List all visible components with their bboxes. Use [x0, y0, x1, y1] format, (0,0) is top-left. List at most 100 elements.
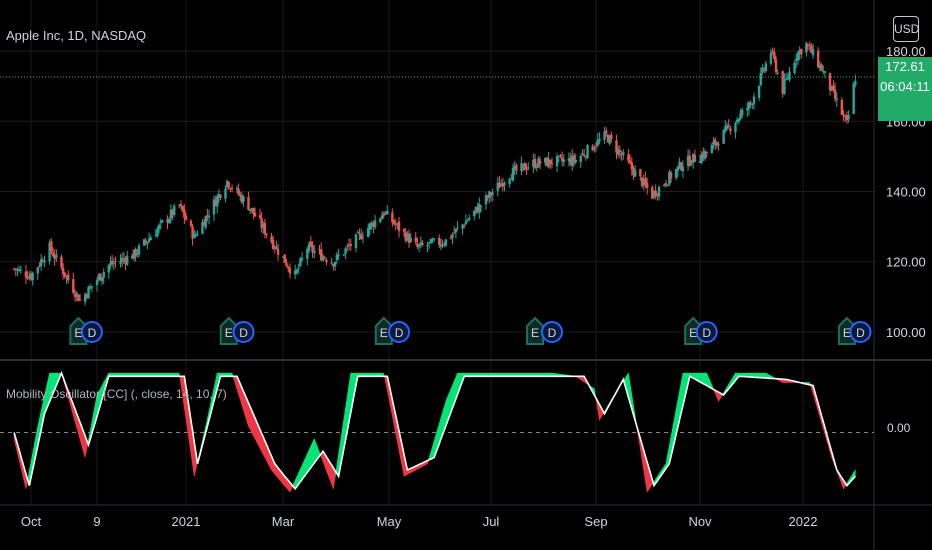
- candle-body: [793, 62, 796, 74]
- candle-body: [14, 268, 17, 271]
- candle-body: [781, 71, 784, 94]
- candle-body: [645, 182, 649, 188]
- candle-body: [216, 196, 219, 207]
- candle-body: [168, 218, 171, 224]
- candle-body: [606, 134, 610, 143]
- candle-body: [724, 126, 727, 131]
- candle-body: [567, 157, 571, 162]
- candle-body: [154, 235, 157, 237]
- candle-body: [429, 239, 433, 244]
- candle-body: [442, 244, 446, 246]
- candle-body: [330, 262, 333, 264]
- candle-body: [19, 269, 23, 271]
- candle-body: [202, 222, 206, 226]
- candle-body: [484, 195, 488, 205]
- candle-body: [50, 241, 53, 252]
- candle-body: [845, 115, 849, 121]
- candle-body: [178, 204, 181, 206]
- candle-body: [159, 221, 163, 223]
- candle-body: [263, 222, 267, 235]
- candle-body: [379, 218, 382, 223]
- candle-body: [270, 236, 273, 243]
- candle-body: [496, 182, 499, 191]
- earnings-marker-icon: [374, 316, 393, 345]
- candle-body: [840, 99, 844, 115]
- oscillator-series: [0, 370, 874, 493]
- event-marker-label: E: [225, 326, 233, 340]
- candle-body: [346, 245, 349, 247]
- candle-body: [501, 183, 505, 187]
- event-marker-label: D: [395, 326, 404, 340]
- candle-body: [100, 277, 104, 282]
- candle-body: [137, 245, 141, 255]
- candle-body: [805, 42, 808, 53]
- candle-body: [594, 146, 598, 148]
- candle-body: [605, 130, 608, 134]
- candle-body: [521, 164, 525, 166]
- candle-body: [651, 187, 654, 199]
- candle-body: [584, 156, 588, 158]
- candle-body: [608, 135, 611, 144]
- candle-body: [196, 234, 199, 236]
- candle-body: [78, 299, 82, 301]
- signal-line: [13, 370, 856, 491]
- candle-body: [828, 73, 832, 91]
- candle-body: [691, 153, 695, 163]
- candle-body: [739, 113, 742, 119]
- candle-body: [616, 148, 620, 155]
- candle-body: [757, 85, 761, 98]
- candle-body: [16, 269, 19, 271]
- candle-body: [146, 242, 149, 245]
- candle-body: [634, 170, 637, 177]
- event-marker-label: D: [548, 326, 557, 340]
- candle-body: [248, 209, 252, 211]
- candle-body: [776, 72, 779, 74]
- candle-body: [219, 195, 222, 198]
- candle-body: [285, 262, 288, 267]
- candle-body: [161, 220, 164, 222]
- candle-body: [823, 71, 827, 73]
- candle-body: [703, 151, 707, 159]
- candle-body: [229, 188, 232, 190]
- candle-body: [419, 242, 422, 246]
- candle-body: [710, 144, 714, 154]
- candle-body: [680, 162, 683, 171]
- candle-body: [287, 266, 290, 269]
- candle-body: [751, 104, 754, 106]
- candle-body: [356, 232, 359, 234]
- candle-body: [354, 234, 358, 249]
- candle-body: [642, 178, 645, 186]
- candle-body: [842, 114, 845, 116]
- candle-body: [194, 234, 198, 236]
- candle-body: [242, 196, 245, 202]
- candle-body: [26, 277, 29, 279]
- y-tick-label: 120.00: [886, 255, 926, 270]
- candle-body: [800, 49, 803, 55]
- candle-body: [95, 280, 99, 286]
- candle-body: [247, 196, 250, 211]
- candle-body: [439, 244, 443, 247]
- candle-body: [214, 200, 217, 207]
- candle-body: [833, 89, 837, 99]
- candle-body: [427, 242, 431, 244]
- candle-body: [476, 207, 479, 213]
- candle-body: [97, 275, 100, 280]
- candle-body: [523, 162, 527, 171]
- candle-body: [478, 204, 481, 213]
- candle-body: [306, 248, 309, 259]
- candle-body: [774, 59, 778, 72]
- candle-body: [131, 255, 134, 259]
- candle-body: [250, 208, 253, 210]
- currency-button[interactable]: USD: [893, 16, 919, 42]
- candle-body: [288, 268, 292, 274]
- candle-body: [169, 209, 173, 219]
- candle-body: [321, 256, 325, 261]
- candle-body: [217, 193, 221, 198]
- candle-body: [12, 268, 16, 270]
- candle-body: [235, 187, 239, 189]
- candle-body: [713, 139, 717, 146]
- candle-body: [275, 246, 278, 250]
